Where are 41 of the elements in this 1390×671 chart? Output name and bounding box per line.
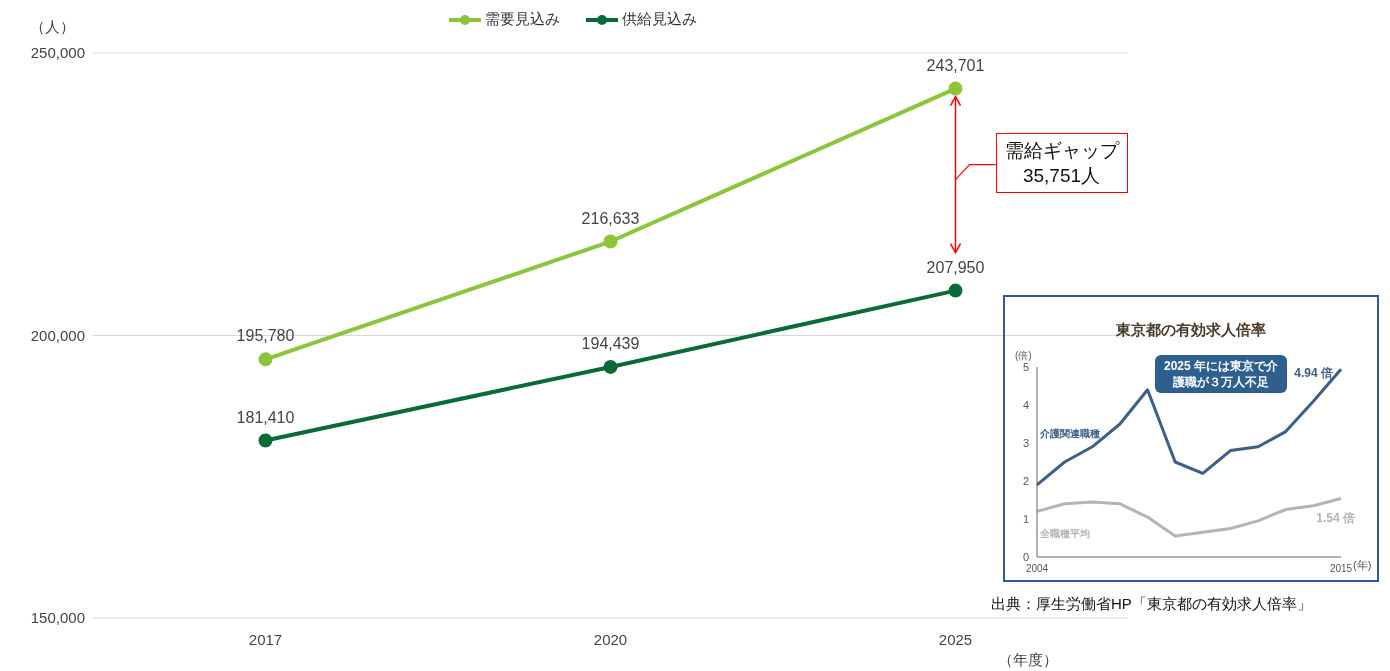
y-axis-title: (倍) — [1015, 349, 1032, 363]
legend-label: 需要見込み — [485, 10, 560, 29]
y-axis-title: （人） — [30, 18, 75, 37]
series-label: 全職種平均 — [1039, 528, 1090, 540]
y-tick-label: 5 — [1022, 360, 1029, 373]
x-tick-label: 2004 — [1025, 563, 1049, 575]
y-tick-label: 4 — [1022, 398, 1029, 411]
series-label: 介護関連職種 — [1039, 427, 1100, 439]
point — [258, 352, 273, 367]
data-label: 243,701 — [926, 56, 985, 74]
x-axis-title: （年度） — [998, 651, 1058, 670]
data-label: 181,410 — [236, 408, 295, 426]
x-tick-label: 2025 — [938, 630, 973, 648]
data-label: 216,633 — [581, 209, 640, 227]
x-tick-label: 2015 — [1329, 563, 1353, 575]
point — [258, 433, 273, 448]
data-label: 207,950 — [926, 258, 985, 276]
y-tick-label: 150,000 — [30, 609, 85, 627]
annotation: 2025 年には東京で介護職が３万人不足 — [1155, 355, 1287, 393]
legend-label: 供給見込み — [622, 10, 697, 29]
line-series — [1035, 496, 1343, 538]
data-label: 194,439 — [581, 334, 640, 352]
point — [948, 283, 963, 298]
y-tick-label: 3 — [1022, 436, 1029, 449]
data-label: 195,780 — [236, 327, 295, 345]
y-tick-label: 2 — [1022, 474, 1029, 487]
point — [603, 359, 618, 374]
y-tick-label: 200,000 — [30, 326, 85, 344]
annotation: 出典：厚生労働省HP「東京都の有効求人倍率」 — [991, 595, 1313, 614]
point — [948, 81, 963, 96]
x-tick-label: 2020 — [593, 630, 628, 648]
y-tick-label: 1 — [1022, 512, 1029, 525]
point — [603, 234, 618, 249]
y-tick-label: 250,000 — [30, 44, 85, 62]
x-tick-label: 2017 — [248, 630, 283, 648]
data-label: 4.94 倍 — [1294, 366, 1333, 381]
y-tick-label: 0 — [1022, 550, 1029, 563]
data-label: 1.54 倍 — [1316, 511, 1355, 526]
annotation: 需給ギャップ 35,751人 — [995, 132, 1128, 193]
chart-title: 東京都の有効求人倍率 — [1115, 321, 1267, 340]
x-axis-title: (年) — [1353, 558, 1372, 573]
